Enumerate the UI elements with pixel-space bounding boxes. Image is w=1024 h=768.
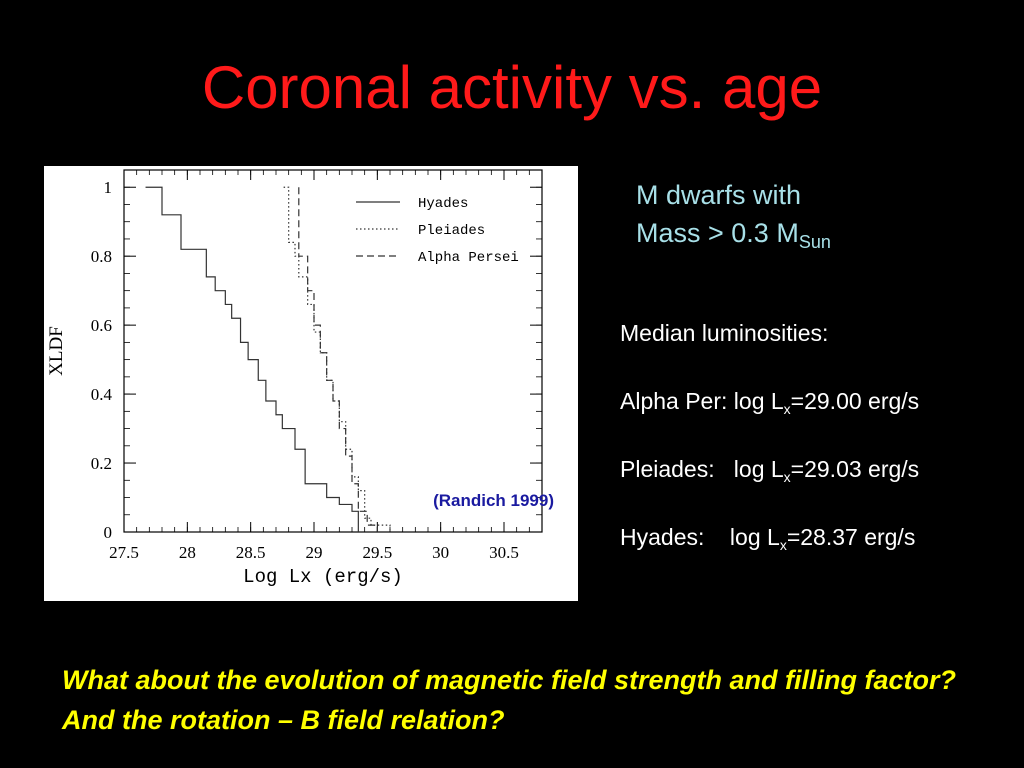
series-line-pleiades [283,186,391,532]
closing-question: What about the evolution of magnetic fie… [62,665,956,735]
x-tick-label: 28 [179,543,196,562]
slide-title: Coronal activity vs. age [201,54,823,121]
median-row-hyades: Hyades: log Lx=28.37 erg/s [620,524,916,553]
sample-line-2: Mass > 0.3 M [636,218,799,248]
sample-description: M dwarfs with Mass > 0.3 MSun [636,176,831,252]
y-tick-label: 1 [104,178,113,197]
medians-heading: Median luminosities: [620,320,829,346]
median-row-alpha-per: Alpha Per: log Lx=29.00 erg/s [620,388,920,417]
plot-frame [123,169,543,533]
x-tick-label: 27.5 [109,543,139,562]
series-line-hyades [145,186,359,532]
legend-label: Alpha Persei [418,250,519,266]
x-tick-label: 29 [306,543,323,562]
y-tick-label: 0.4 [91,385,113,404]
y-tick-label: 0.2 [91,454,112,473]
series-line-alpha-persei [298,187,378,532]
x-tick-label: 30.5 [489,543,519,562]
y-tick-label: 0.6 [91,316,112,335]
xldf-chart: 27.5 28 28.5 29 29.5 30 30.5 0 0.2 0.4 0.6 0.8 1 Log … [44,166,578,601]
xldf-chart-svg: 27.5 28 28.5 29 29.5 30 30.5 0 0.2 0.4 0.6 0.8 1 Log … [46,169,554,588]
median-row-pleiades: Pleiades: log Lx=29.03 erg/s [620,456,920,485]
sun-subscript: Sun [798,232,831,252]
y-tick-label: 0.8 [91,247,112,266]
x-tick-label: 30 [432,543,449,562]
y-axis-label: XLDF [46,326,67,376]
citation-annotation: (Randich 1999) [433,491,554,510]
sample-line-1: M dwarfs with [636,180,802,210]
legend-label: Hyades [418,196,468,212]
x-axis-label: Log Lx (erg/s) [243,566,403,588]
y-tick-label: 0 [104,523,113,542]
legend-label: Pleiades [418,223,485,239]
x-tick-label: 29.5 [362,543,392,562]
x-tick-label: 28.5 [236,543,266,562]
